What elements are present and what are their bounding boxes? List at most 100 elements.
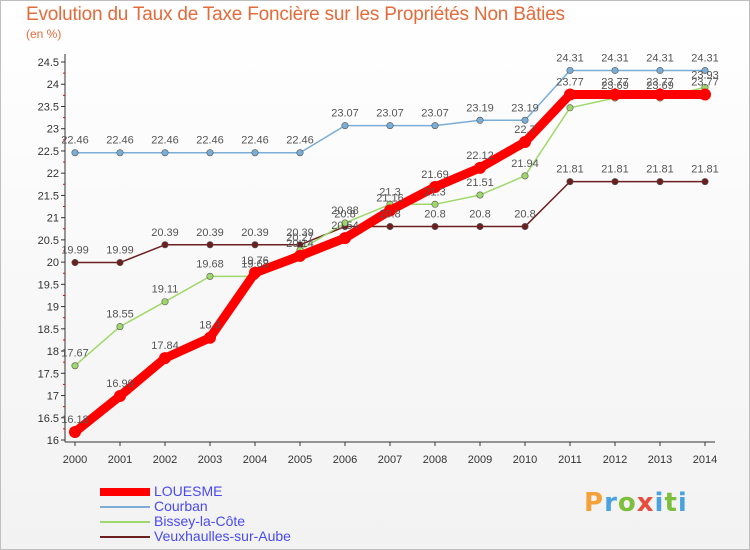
- data-point-courban: [611, 66, 619, 74]
- data-label-louesme: 20.54: [331, 220, 359, 232]
- data-label-veuxhaulles-sur-aube: 20.39: [286, 227, 314, 239]
- x-tick: 2004: [243, 442, 267, 466]
- y-tick-label: 18: [47, 346, 59, 358]
- legend-swatch-veuxhaulles: [100, 535, 150, 538]
- x-tick: 2002: [153, 442, 177, 466]
- data-label-bissey-la-c-te: 23.69: [601, 80, 629, 92]
- data-label-veuxhaulles-sur-aube: 21.81: [601, 164, 629, 176]
- data-point-louesme: [339, 232, 351, 245]
- y-tick-label: 19: [47, 302, 59, 314]
- x-tick-label: 2004: [243, 454, 267, 466]
- data-label-bissey-la-c-te: 23.93: [691, 69, 719, 81]
- data-point-courban: [251, 149, 259, 157]
- legend-swatch-louesme: [100, 487, 150, 496]
- x-tick-label: 2010: [513, 454, 537, 466]
- legend-item-louesme: LOUESME: [100, 484, 291, 499]
- data-label-veuxhaulles-sur-aube: 21.81: [691, 164, 719, 176]
- y-tick: 16.5: [38, 406, 65, 425]
- y-tick-label: 16: [47, 435, 59, 447]
- x-tick-label: 2003: [198, 454, 222, 466]
- x-tick: 2001: [108, 442, 132, 466]
- data-label-louesme: 19.76: [241, 255, 269, 267]
- x-tick-label: 2001: [108, 454, 132, 466]
- data-point-courban: [71, 149, 79, 157]
- data-label-veuxhaulles-sur-aube: 20.8: [469, 209, 490, 221]
- data-label-courban: 22.46: [241, 135, 269, 147]
- y-tick-label: 24: [47, 79, 59, 91]
- y-tick: 24: [47, 72, 65, 91]
- x-tick-label: 2000: [63, 454, 87, 466]
- data-point-bissey-la-c-te: [521, 172, 529, 180]
- x-tick-label: 2009: [468, 454, 492, 466]
- y-tick-label: 20: [47, 257, 59, 269]
- y-tick-label: 17: [47, 391, 59, 403]
- data-label-veuxhaulles-sur-aube: 20.39: [151, 227, 179, 239]
- series-layer: [69, 66, 711, 438]
- x-tick-label: 2014: [693, 454, 717, 466]
- data-point-louesme: [609, 88, 621, 101]
- data-point-louesme: [294, 249, 306, 262]
- data-label-courban: 23.07: [331, 108, 359, 120]
- data-label-louesme: 22.7: [514, 124, 535, 136]
- y-tick-label: 19.5: [38, 279, 59, 291]
- data-label-bissey-la-c-te: 19.68: [241, 258, 269, 270]
- data-label-louesme: 21.16: [376, 193, 404, 205]
- y-tick: 20: [47, 250, 65, 269]
- data-point-bissey-la-c-te: [116, 323, 124, 331]
- y-tick-label: 22.5: [38, 146, 59, 158]
- data-label-veuxhaulles-sur-aube: 21.81: [556, 164, 584, 176]
- data-point-bissey-la-c-te: [431, 200, 439, 208]
- logo-letter: i: [677, 488, 688, 518]
- x-tick: 2012: [603, 442, 627, 466]
- legend: LOUESME Courban Bissey-la-Côte Veuxhaull…: [100, 484, 291, 544]
- data-point-louesme: [654, 88, 666, 101]
- data-label-courban: 24.31: [556, 52, 584, 64]
- data-point-veuxhaulles-sur-aube: [71, 259, 79, 267]
- legend-swatch-bissey: [100, 520, 150, 523]
- data-point-louesme: [699, 88, 711, 101]
- y-tick: 23.5: [38, 94, 65, 113]
- y-tick: 24.5: [38, 57, 65, 69]
- data-label-bissey-la-c-te: 21.51: [466, 177, 494, 189]
- data-point-veuxhaulles-sur-aube: [656, 178, 664, 186]
- data-point-veuxhaulles-sur-aube: [521, 223, 529, 231]
- data-point-louesme: [474, 161, 486, 174]
- data-point-louesme: [519, 136, 531, 149]
- legend-label-bissey: Bissey-la-Côte: [154, 513, 246, 529]
- data-label-bissey-la-c-te: 21.3: [424, 186, 445, 198]
- data-label-veuxhaulles-sur-aube: 20.8: [514, 209, 535, 221]
- data-label-louesme: 16.99: [106, 378, 134, 390]
- data-label-louesme: 23.77: [646, 76, 674, 88]
- legend-item-courban: Courban: [100, 499, 291, 514]
- data-label-courban: 24.31: [646, 52, 674, 64]
- data-point-bissey-la-c-te: [476, 191, 484, 199]
- y-tick: 22: [47, 161, 65, 180]
- data-label-louesme: 18.3: [199, 320, 220, 332]
- data-label-courban: 22.46: [106, 135, 134, 147]
- data-label-veuxhaulles-sur-aube: 19.99: [106, 245, 134, 257]
- data-point-bissey-la-c-te: [341, 219, 349, 227]
- data-label-bissey-la-c-te: 19.68: [196, 258, 224, 270]
- data-label-veuxhaulles-sur-aube: 19.99: [61, 245, 89, 257]
- data-point-courban: [341, 122, 349, 130]
- y-tick-label: 23.5: [38, 101, 59, 113]
- data-label-louesme: 21.69: [421, 169, 449, 181]
- y-tick: 19: [47, 294, 65, 314]
- data-point-courban: [656, 66, 664, 74]
- data-point-courban: [161, 149, 169, 157]
- x-tick: 2006: [333, 442, 357, 466]
- data-point-veuxhaulles-sur-aube: [386, 223, 394, 231]
- data-label-veuxhaulles-sur-aube: 21.81: [646, 164, 674, 176]
- y-tick: 21: [47, 206, 65, 225]
- data-point-louesme: [69, 425, 81, 438]
- data-point-veuxhaulles-sur-aube: [566, 178, 574, 186]
- data-point-courban: [431, 122, 439, 130]
- x-tick-label: 2007: [378, 454, 402, 466]
- data-label-courban: 23.07: [421, 108, 449, 120]
- y-tick-label: 16.5: [38, 413, 59, 425]
- data-label-veuxhaulles-sur-aube: 20.8: [424, 209, 445, 221]
- legend-label-louesme: LOUESME: [154, 483, 223, 499]
- x-tick-label: 2005: [288, 454, 312, 466]
